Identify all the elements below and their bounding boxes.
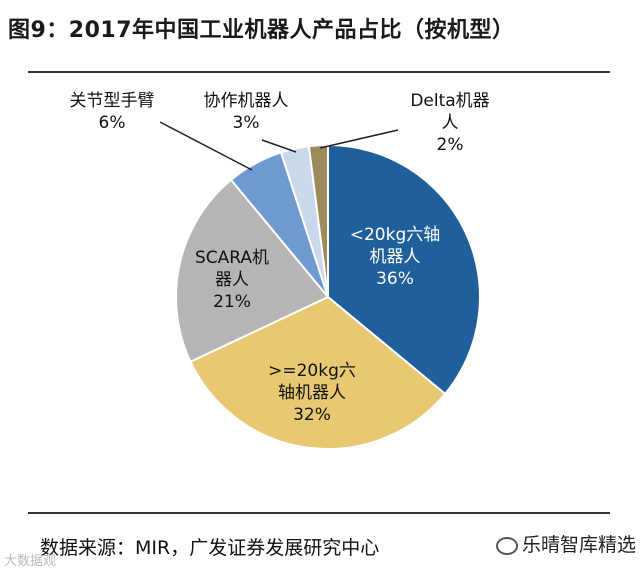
bottom-divider [28, 512, 610, 514]
slice-label-4: 协作机器人 3% [204, 91, 289, 133]
pie-slice-5 [307, 143, 329, 298]
wechat-icon [496, 536, 518, 555]
slice-label-0: <20kg六轴机器人 36% [350, 225, 441, 289]
slice-label-3: 关节型手臂 6% [70, 91, 155, 133]
slice-name-1: 轴机器人 [278, 383, 346, 403]
slice-percent-1: 32% [293, 405, 331, 425]
slice-name-2: 器人 [215, 270, 249, 290]
slice-label-5: Delta机器人 2% [410, 91, 489, 155]
slice-label-2: SCARA机器人 21% [195, 248, 269, 312]
slice-percent-0: 36% [376, 269, 414, 289]
slice-name-0: 机器人 [370, 247, 421, 267]
top-divider [28, 71, 610, 73]
slice-percent-3: 6% [99, 113, 126, 133]
watermark-right: 乐晴智库精选 [496, 530, 636, 557]
slice-name-5: Delta机器 [410, 91, 489, 111]
pie-slice-2 [175, 178, 330, 364]
slice-name-1: >=20kg六 [268, 361, 356, 381]
pie-slice-0 [327, 143, 481, 396]
source-note: 数据来源：MIR，广发证券发展研究中心 [40, 537, 380, 559]
slice-percent-2: 21% [213, 292, 251, 312]
slice-percent-4: 3% [233, 113, 260, 133]
slice-name-4: 协作机器人 [204, 91, 289, 111]
slice-name-2: SCARA机 [195, 248, 269, 268]
chart-title: 图9：2017年中国工业机器人产品占比（按机型） [8, 18, 515, 43]
leader-line-5 [319, 129, 399, 149]
watermark-left: 大数据观 [4, 554, 57, 569]
slice-label-1: >=20kg六轴机器人 32% [268, 361, 356, 425]
leader-line-3 [159, 121, 253, 171]
pie-slice-1 [189, 295, 447, 450]
slice-name-3: 关节型手臂 [70, 91, 155, 111]
slice-percent-5: 2% [437, 135, 464, 155]
leader-line-4 [261, 139, 297, 153]
slice-name-0: <20kg六轴 [350, 225, 441, 245]
slice-name-5: 人 [442, 113, 459, 133]
watermark-right-text: 乐晴智库精选 [522, 534, 637, 556]
